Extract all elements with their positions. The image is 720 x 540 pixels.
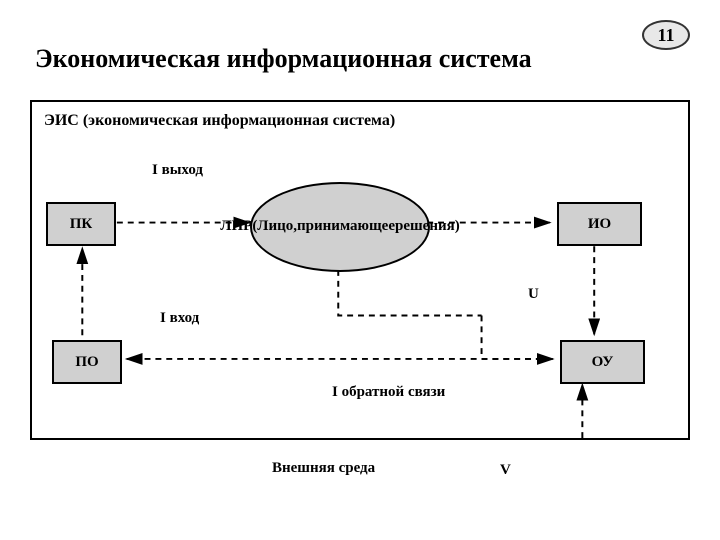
system-label: ЭИС (экономическая информационная систем…: [44, 112, 395, 130]
label-i-obratnoy: I обратной связи: [332, 384, 445, 401]
node-pk: ПК: [46, 202, 116, 246]
label-i-vyhod: I выход: [152, 162, 203, 179]
page-number: 11: [642, 20, 690, 50]
node-po: ПО: [52, 340, 122, 384]
node-lpr: ЛПР(Лицо,принимающеерешения): [250, 182, 430, 272]
diagram-container: ЭИС (экономическая информационная систем…: [30, 100, 690, 440]
label-vneshnyaya: Внешняя среда: [272, 460, 375, 477]
node-oy: ОУ: [560, 340, 645, 384]
label-u: U: [528, 286, 539, 303]
label-v: V: [500, 462, 511, 479]
label-i-vhod: I вход: [160, 310, 199, 327]
page-title: Экономическая информационная система: [35, 44, 532, 74]
node-io: ИО: [557, 202, 642, 246]
